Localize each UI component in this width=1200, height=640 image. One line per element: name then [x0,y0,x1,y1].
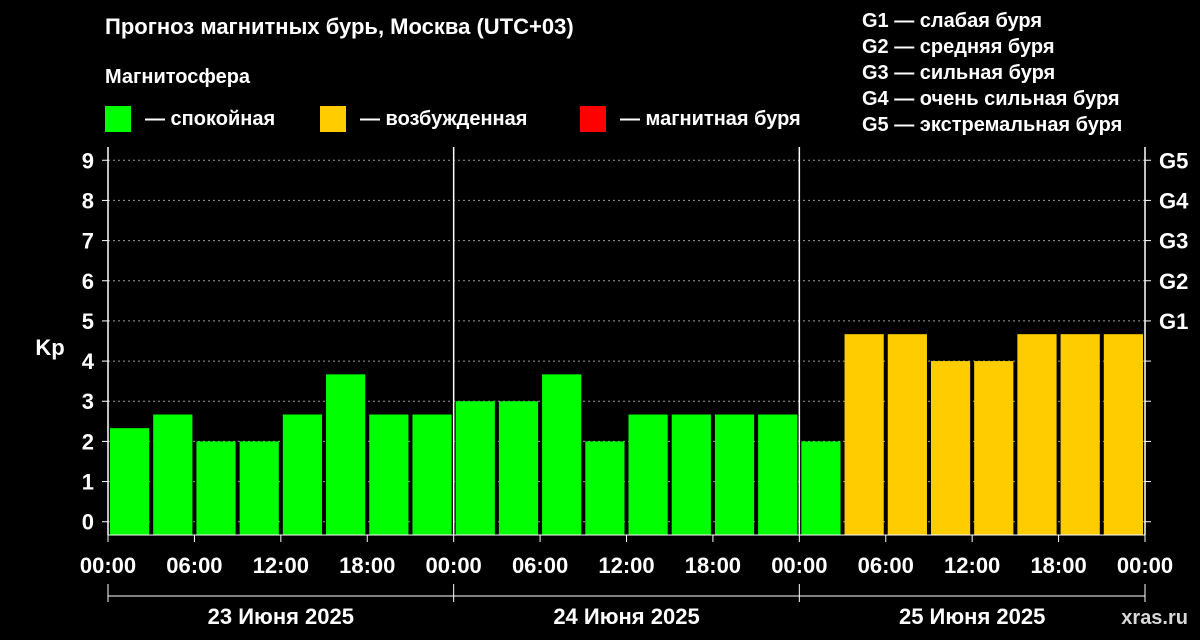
bar-14 [714,414,755,535]
y-tick-label-5: 5 [82,309,94,334]
g-scale-item-g5: G5 — экстремальная буря [862,114,1123,136]
g-scale-item-g4: G4 — очень сильная буря [862,88,1120,110]
y-tick-label-1: 1 [82,470,94,495]
legend-item-excited: — возбужденная [320,106,527,132]
y-tick-label-4: 4 [82,349,95,374]
x-tick-label-3: 18:00 [339,553,395,578]
bar-10 [542,374,582,535]
x-tick-label-0: 00:00 [80,553,136,578]
x-tick-label-10: 12:00 [944,553,1000,578]
x-tick-label-1: 06:00 [166,553,222,578]
day-label-0: 23 Июня 2025 [208,604,354,629]
bar-1 [153,414,193,535]
bar-15 [758,414,798,535]
legend-label-storm: — магнитная буря [620,107,801,130]
day-label-2: 25 Июня 2025 [899,604,1045,629]
bar-11 [585,441,625,535]
right-axis-label-g1: G1 [1159,309,1188,334]
x-tick-label-8: 00:00 [771,553,827,578]
right-axis-label-g2: G2 [1159,269,1188,294]
bar-2 [196,441,236,535]
legend-title: Магнитосфера [105,66,251,88]
right-axis-label-g3: G3 [1159,229,1188,254]
bar-23 [1103,334,1143,535]
bar-4 [282,414,323,535]
legend-swatch-excited [320,106,346,132]
bar-20 [974,361,1014,535]
bar-7 [412,414,452,535]
y-tick-label-9: 9 [82,148,94,173]
x-tick-label-12: 00:00 [1117,553,1173,578]
legend-swatch-calm [105,106,131,132]
legend-label-calm: — спокойная [145,107,276,130]
bar-18 [887,334,927,535]
x-tick-label-2: 12:00 [253,553,309,578]
bar-8 [455,401,495,535]
bar-22 [1060,334,1100,535]
legend-item-storm: — магнитная буря [580,106,801,132]
bar-5 [326,374,366,535]
bar-9 [498,401,539,535]
x-tick-label-11: 18:00 [1030,553,1086,578]
legend-item-calm: — спокойная [105,106,275,132]
x-tick-label-9: 06:00 [858,553,914,578]
x-tick-label-6: 12:00 [598,553,654,578]
y-tick-label-2: 2 [82,429,94,454]
g-scale-item-g1: G1 — слабая буря [862,10,1043,32]
bar-0 [110,428,150,535]
bar-12 [628,414,668,535]
bar-13 [671,414,711,535]
g-scale-item-g2: G2 — средняя буря [862,36,1055,58]
bar-3 [239,441,279,535]
legend-swatch-storm [580,106,606,132]
watermark: xras.ru [1121,607,1188,629]
chart-title: Прогноз магнитных бурь, Москва (UTC+03) [105,14,574,39]
bar-16 [801,441,841,535]
y-tick-label-0: 0 [82,510,94,535]
g-scale-legend: G1 — слабая буря G2 — средняя буря G3 — … [862,8,1122,138]
y-axis-label: Kp [35,335,64,360]
x-tick-label-4: 00:00 [426,553,482,578]
right-axis-label-g5: G5 [1159,148,1188,173]
y-tick-label-6: 6 [82,269,94,294]
legend-label-excited: — возбужденная [360,107,528,130]
y-tick-label-3: 3 [82,389,94,414]
bar-17 [844,334,884,535]
bar-19 [930,361,971,535]
y-tick-label-7: 7 [82,229,94,254]
day-label-1: 24 Июня 2025 [553,604,699,629]
bar-21 [1017,334,1057,535]
x-tick-label-5: 06:00 [512,553,568,578]
y-tick-label-8: 8 [82,188,94,213]
right-axis-label-g4: G4 [1159,188,1189,213]
bar-6 [369,414,409,535]
g-scale-item-g3: G3 — сильная буря [862,62,1056,84]
x-tick-label-7: 18:00 [685,553,741,578]
